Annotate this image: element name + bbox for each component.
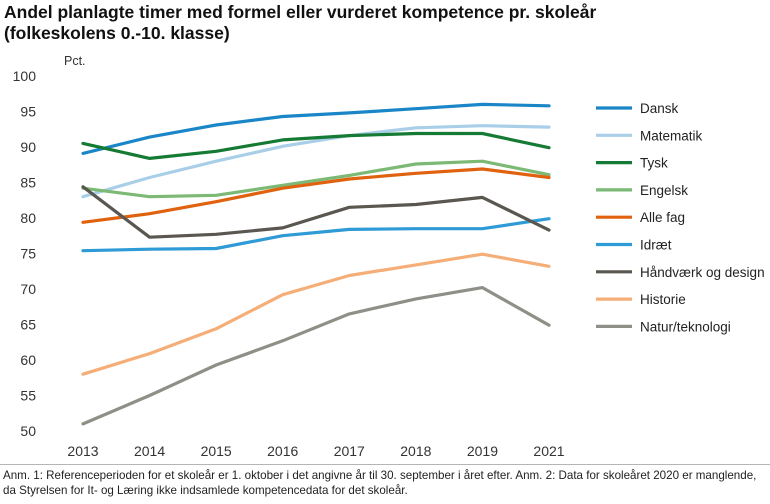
y-tick-label: 85 (20, 175, 36, 191)
y-axis-label: Pct. (64, 54, 86, 68)
legend-label: Matematik (640, 128, 703, 143)
note-divider (0, 464, 770, 465)
legend-label: Historie (640, 292, 686, 307)
series-line-5 (81, 217, 551, 253)
x-tick-label: 2014 (134, 443, 165, 459)
series-line-8 (81, 286, 551, 426)
line-chart: Pct. 50 55 60 65 70 75 80 85 90 95 100 2013 2014 2015… (13, 54, 765, 459)
x-tick-label: 2016 (267, 443, 298, 459)
y-tick-label: 60 (20, 352, 36, 368)
y-tick-label: 80 (20, 210, 36, 226)
series-line-2 (81, 131, 551, 160)
x-tick-label: 2019 (467, 443, 498, 459)
y-tick-label: 95 (20, 104, 36, 120)
series-lines (81, 102, 551, 426)
series-line-6 (81, 185, 551, 239)
series-line-7 (81, 252, 551, 376)
x-tick-label: 2021 (533, 443, 564, 459)
legend-label: Dansk (640, 101, 679, 116)
y-tick-label: 90 (20, 139, 36, 155)
legend-label: Idræt (640, 238, 672, 253)
legend-label: Alle fag (640, 210, 685, 225)
series-line-1 (81, 124, 551, 199)
y-tick-label: 55 (20, 388, 36, 404)
y-axis: Pct. 50 55 60 65 70 75 80 85 90 95 100 (13, 54, 86, 439)
y-tick-label: 70 (20, 281, 36, 297)
series-line-3 (81, 159, 551, 199)
y-tick-label: 100 (13, 68, 37, 84)
y-tick-label: 50 (20, 423, 36, 439)
x-tick-label: 2018 (400, 443, 431, 459)
chart-title-line-1: Andel planlagte timer med formel eller v… (4, 2, 597, 22)
legend-label: Natur/teknologi (640, 319, 731, 334)
series-line-0 (81, 102, 551, 155)
legend: Dansk Matematik Tysk Engelsk Alle fag Idræt Hå… (596, 101, 765, 334)
chart-title-line-2: (folkeskolens 0.-10. klasse) (4, 23, 230, 43)
legend-label: Håndværk og design (640, 265, 765, 280)
chart-title: Andel planlagte timer med formel eller v… (4, 2, 764, 44)
x-tick-label: 2017 (334, 443, 365, 459)
x-tick-label: 2013 (67, 443, 98, 459)
y-tick-label: 65 (20, 317, 36, 333)
series-line-4 (81, 167, 551, 224)
x-tick-label: 2015 (201, 443, 232, 459)
legend-label: Tysk (640, 156, 668, 171)
x-axis: 2013 2014 2015 2016 2017 2018 2019 2021 (67, 443, 564, 459)
y-tick-label: 75 (20, 246, 36, 262)
legend-label: Engelsk (640, 183, 688, 198)
footnote: Anm. 1: Referenceperioden for et skoleår… (3, 469, 757, 497)
